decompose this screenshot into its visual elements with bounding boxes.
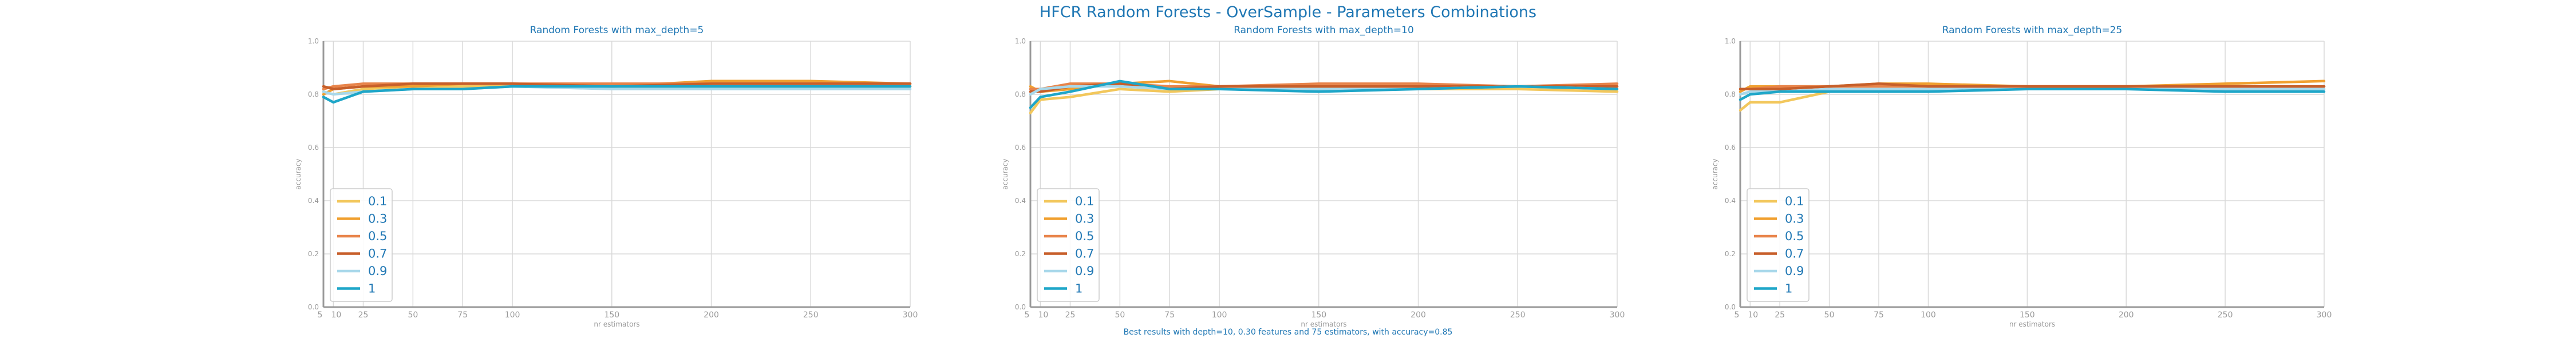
x-tick-label: 75 xyxy=(1164,311,1175,320)
subplot-title: Random Forests with max_depth=25 xyxy=(1942,25,2123,36)
y-tick-label: 0.6 xyxy=(1725,144,1736,152)
legend-entry-label: 0.7 xyxy=(1785,247,1804,261)
x-tick-label: 25 xyxy=(358,311,369,320)
legend-entry-label: 0.5 xyxy=(1785,229,1804,243)
legend-entry-label: 0.9 xyxy=(368,264,387,278)
y-tick-label: 0.2 xyxy=(1725,250,1736,258)
legend-box xyxy=(1037,188,1100,302)
y-tick-label: 0.4 xyxy=(308,197,319,205)
y-tick-label: 0.0 xyxy=(1015,303,1026,311)
y-tick-label: 1.0 xyxy=(1725,37,1736,45)
x-tick-label: 150 xyxy=(604,311,619,320)
series-line-0-1 xyxy=(1029,88,1619,114)
figure-footnote: Best results with depth=10, 0.30 feature… xyxy=(1124,328,1453,337)
x-tick-label: 75 xyxy=(1874,311,1884,320)
legend-entry-label: 0.7 xyxy=(368,247,387,261)
y-axis-label: accuracy xyxy=(294,158,302,189)
y-axis-label: accuracy xyxy=(1711,158,1719,189)
y-tick-label: 0.8 xyxy=(1015,90,1026,98)
x-tick-label: 300 xyxy=(903,311,918,320)
y-tick-label: 0.0 xyxy=(1725,303,1736,311)
series-line-1 xyxy=(1029,79,1619,109)
y-tick-label: 0.2 xyxy=(308,250,319,258)
y-tick-label: 0.8 xyxy=(308,90,319,98)
series-line-1 xyxy=(1739,88,2326,101)
x-tick-label: 200 xyxy=(704,311,719,320)
x-tick-label: 10 xyxy=(1748,311,1758,320)
legend-entry-label: 0.3 xyxy=(368,212,387,226)
legend-entry-label: 0.9 xyxy=(1075,264,1094,278)
x-tick-label: 300 xyxy=(2317,311,2332,320)
legend-entry-label: 1 xyxy=(1075,282,1082,296)
x-tick-label: 10 xyxy=(1038,311,1048,320)
y-tick-label: 0.4 xyxy=(1015,197,1026,205)
legend-entry-label: 0.3 xyxy=(1075,212,1094,226)
x-tick-label: 100 xyxy=(1921,311,1936,320)
x-tick-label: 50 xyxy=(408,311,418,320)
subplot-1: 0.0 0.2 0.4 0.6 0.8 1.0 5 10 25 50 75 100 150 200 250 3… xyxy=(294,25,918,328)
y-tick-label: 0.4 xyxy=(1725,197,1736,205)
legend: 0.1 0.3 0.5 0.7 0.9 1 xyxy=(330,188,393,302)
x-tick-label: 50 xyxy=(1115,311,1125,320)
legend-entry-label: 0.1 xyxy=(368,194,387,208)
subplots: 0.00.20.40.60.81.05 10 25 50 75 100 150 200 250 3… xyxy=(294,25,2332,328)
x-axis-label: nr estimators xyxy=(1301,320,1346,328)
x-tick-label: 5 xyxy=(318,311,323,320)
y-tick-label: 0.6 xyxy=(308,144,319,152)
legend-entry-label: 0.1 xyxy=(1785,194,1804,208)
series-line-0-7 xyxy=(1029,82,1619,93)
legend-entry-label: 1 xyxy=(368,282,376,296)
legend-entry-label: 0.5 xyxy=(368,229,387,243)
x-tick-label: 200 xyxy=(1411,311,1426,320)
series-line-0-9 xyxy=(1739,88,2326,96)
y-tick-label: 0.2 xyxy=(1015,250,1026,258)
legend-entry-label: 0.1 xyxy=(1075,194,1094,208)
subplot-3: 0.0 0.2 0.4 0.6 0.8 1.0 5 10 25 50 75 100 150 200 250 3… xyxy=(1711,25,2332,328)
subplot-title: Random Forests with max_depth=5 xyxy=(530,25,704,36)
x-tick-label: 25 xyxy=(1775,311,1785,320)
subplot-title: Random Forests with max_depth=10 xyxy=(1234,25,1414,36)
y-tick-label: 1.0 xyxy=(308,37,319,45)
series-line-1 xyxy=(322,85,912,104)
subplot-2: 0.0 0.2 0.4 0.6 0.8 1.0 5 10 25 50 75 100 150 200 250 3… xyxy=(1001,25,1625,328)
legend-box xyxy=(330,188,393,302)
x-tick-label: 100 xyxy=(505,311,520,320)
x-tick-label: 300 xyxy=(1610,311,1625,320)
series-line-0-3 xyxy=(1739,79,2326,93)
x-tick-label: 250 xyxy=(803,311,819,320)
x-tick-label: 5 xyxy=(1735,311,1740,320)
series-line-0-7 xyxy=(322,82,912,90)
series-line-0-7 xyxy=(1739,82,2326,90)
legend-entry-label: 0.9 xyxy=(1785,264,1804,278)
legend-entry-label: 0.3 xyxy=(1785,212,1804,226)
y-tick-label: 0.6 xyxy=(1015,144,1026,152)
x-tick-label: 250 xyxy=(1510,311,1526,320)
y-tick-label: 0.0 xyxy=(308,303,319,311)
x-tick-label: 100 xyxy=(1212,311,1227,320)
legend: 0.1 0.3 0.5 0.7 0.9 1 xyxy=(1037,188,1100,302)
x-tick-label: 250 xyxy=(2218,311,2233,320)
y-tick-label: 1.0 xyxy=(1015,37,1026,45)
legend-entry-label: 1 xyxy=(1785,282,1792,296)
x-tick-label: 25 xyxy=(1065,311,1076,320)
legend-entry-label: 0.5 xyxy=(1075,229,1094,243)
x-tick-label: 75 xyxy=(457,311,468,320)
x-tick-label: 10 xyxy=(331,311,341,320)
x-axis-label: nr estimators xyxy=(594,320,639,328)
series-line-0-5 xyxy=(1029,82,1619,90)
y-axis-label: accuracy xyxy=(1001,158,1009,189)
x-tick-label: 50 xyxy=(1824,311,1835,320)
x-axis-label: nr estimators xyxy=(2009,320,2055,328)
x-tick-label: 150 xyxy=(2020,311,2035,320)
legend-entry-label: 0.7 xyxy=(1075,247,1094,261)
legend-box xyxy=(1747,188,1809,302)
legend: 0.1 0.3 0.5 0.7 0.9 1 xyxy=(1747,188,1809,302)
x-tick-label: 200 xyxy=(2119,311,2134,320)
figure-suptitle: HFCR Random Forests - OverSample - Param… xyxy=(1040,3,1536,21)
y-tick-label: 0.8 xyxy=(1725,90,1736,98)
x-tick-label: 150 xyxy=(1311,311,1326,320)
x-tick-label: 5 xyxy=(1025,311,1030,320)
